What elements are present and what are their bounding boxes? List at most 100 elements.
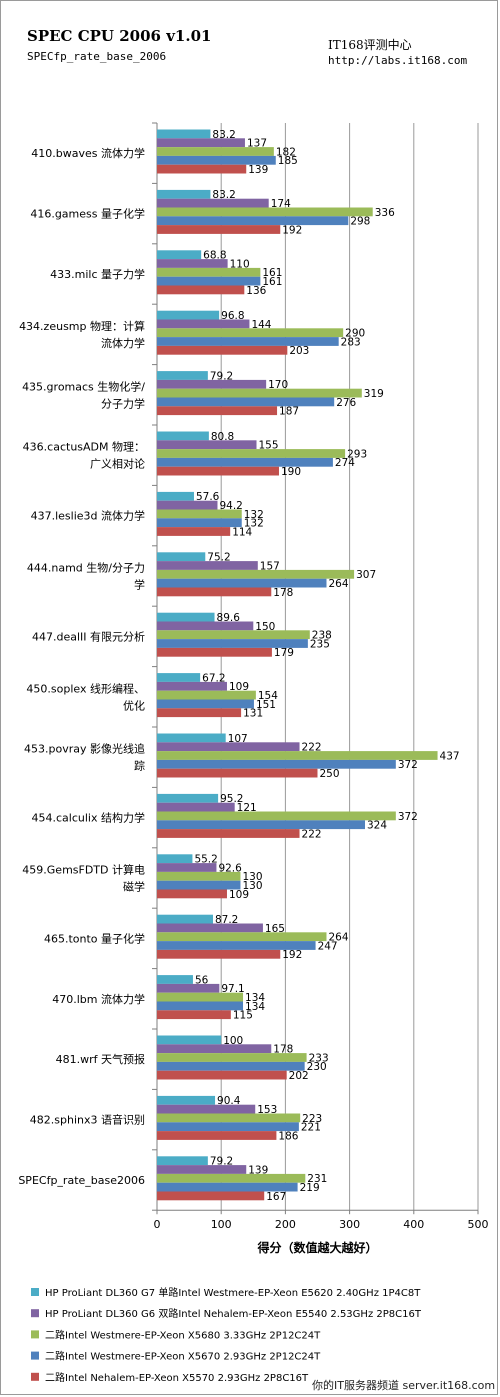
bar-value-label: 90.4 [217, 1095, 241, 1107]
bar-value-label: 151 [256, 699, 276, 711]
bar [157, 129, 211, 139]
x-tick-label: 200 [275, 1218, 296, 1231]
category-label: 465.tonto 量子化学 [44, 931, 145, 945]
bar [157, 371, 208, 380]
bar-value-label: 132 [244, 509, 264, 521]
x-tick-label: 0 [154, 1218, 161, 1231]
bar-value-label: 121 [237, 802, 257, 814]
bar [157, 216, 349, 226]
bar [157, 198, 269, 208]
bar-value-label: 324 [367, 820, 387, 832]
category-label: 435.gromacs 生物化学/ [22, 379, 145, 393]
bar-value-label: 219 [300, 1182, 320, 1194]
bar [157, 1095, 216, 1105]
bar [157, 889, 227, 899]
bar-value-label: 83.2 [212, 189, 235, 201]
bar-value-label: 79.2 [210, 1156, 233, 1168]
category-label: 481.wrf 天气预报 [56, 1052, 145, 1066]
bar-value-label: 89.6 [217, 612, 241, 624]
category-label: 434.zeusmp 物理：计算 [19, 319, 145, 333]
category-label: 广义相对论 [90, 457, 145, 471]
bar [157, 310, 220, 320]
bar-value-label: 178 [273, 587, 293, 599]
bar [157, 440, 257, 450]
bar-value-label: 55.2 [194, 854, 217, 866]
bar-value-label: 95.2 [220, 793, 243, 805]
bar-value-label: 187 [279, 406, 299, 418]
bar-value-label: 192 [282, 224, 302, 236]
bar-value-label: 319 [364, 388, 384, 400]
bar [157, 491, 194, 501]
bar [157, 561, 258, 570]
bar-value-label: 203 [289, 345, 309, 357]
bar-value-label: 170 [268, 379, 288, 391]
bar-value-label: 283 [341, 336, 361, 348]
category-label: 416.gamess 量子化学 [30, 207, 145, 221]
bar [157, 1122, 299, 1132]
bar [157, 406, 278, 416]
bar-value-label: 179 [274, 647, 294, 659]
legend-label: 二路Intel Nehalem-EP-Xeon X5570 2.93GHz 2P… [45, 1371, 309, 1384]
bar-value-label: 56 [195, 974, 209, 986]
bar-value-label: 298 [350, 216, 370, 228]
bar-value-label: 276 [336, 397, 356, 409]
category-label: 学 [134, 578, 145, 592]
source-name: IT168评测中心 [328, 38, 412, 52]
bar-value-label: 186 [278, 1130, 298, 1142]
legend-label: 二路Intel Westmere-EP-Xeon X5680 3.33GHz 2… [45, 1328, 321, 1341]
bar-value-label: 290 [345, 328, 365, 340]
bar-value-label: 96.8 [221, 310, 244, 322]
bar-value-label: 293 [347, 448, 367, 460]
bar [157, 751, 438, 760]
bar [157, 923, 263, 933]
category-label: 470.lbm 流体力学 [52, 992, 145, 1006]
bar-value-label: 155 [259, 440, 279, 452]
bar-value-label: 139 [248, 1164, 268, 1176]
bar [157, 673, 201, 682]
bar [157, 552, 206, 562]
bar-value-label: 174 [271, 198, 291, 210]
bar-value-label: 80.8 [211, 431, 234, 443]
bar-value-label: 274 [335, 457, 355, 469]
category-label: 分子力学 [101, 396, 145, 410]
bar [157, 708, 242, 718]
bar [157, 1182, 298, 1192]
bar [157, 319, 250, 329]
bar [157, 345, 288, 355]
bar [157, 527, 231, 536]
bar [157, 578, 327, 588]
bar-value-label: 110 [230, 258, 250, 270]
bar-value-label: 97.1 [221, 983, 244, 995]
bar [157, 466, 279, 476]
bar-value-label: 109 [229, 681, 249, 693]
bar [157, 1113, 301, 1123]
legend-swatch [31, 1351, 39, 1360]
bar-value-label: 235 [310, 638, 330, 650]
bar-value-label: 372 [398, 759, 418, 771]
legend-swatch [31, 1309, 39, 1318]
bar-value-label: 264 [328, 932, 348, 944]
bar [157, 1070, 287, 1080]
category-label: 410.bwaves 流体力学 [31, 146, 145, 160]
bar-value-label: 165 [265, 923, 285, 935]
bar-value-label: 202 [289, 1070, 309, 1082]
bar [157, 639, 308, 648]
bar-value-label: 94.2 [219, 500, 242, 512]
bar-value-label: 109 [229, 889, 249, 901]
category-label: 优化 [123, 698, 145, 712]
bar-value-label: 134 [245, 1001, 265, 1013]
x-tick-label: 400 [403, 1218, 424, 1231]
category-label: 482.sphinx3 语音识别 [30, 1113, 145, 1127]
bar [157, 621, 254, 631]
bar-value-label: 222 [302, 742, 322, 754]
bar-value-label: 87.2 [215, 914, 238, 926]
bar-value-label: 150 [255, 621, 275, 633]
bar [157, 1001, 244, 1011]
bar-value-label: 238 [312, 630, 332, 642]
bar-value-label: 157 [260, 560, 280, 572]
category-label: SPECfp_rate_base2006 [18, 1174, 145, 1187]
bar [157, 457, 333, 467]
x-tick-label: 300 [339, 1218, 360, 1231]
bar [157, 1061, 305, 1071]
